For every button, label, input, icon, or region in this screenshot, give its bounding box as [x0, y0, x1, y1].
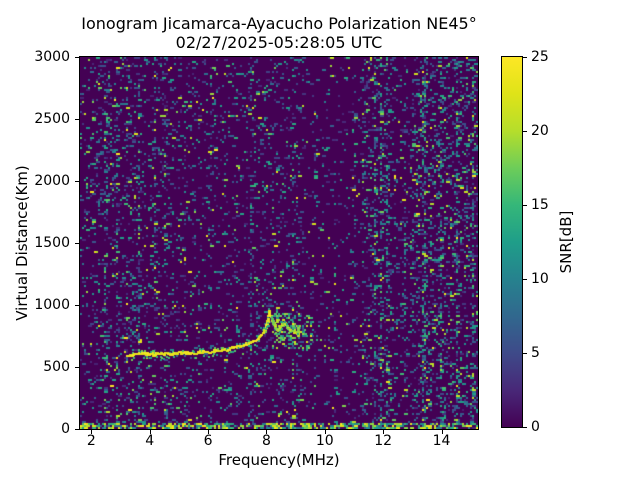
x-tick-label: 4: [145, 433, 155, 449]
colorbar-tick-label: 10: [531, 271, 549, 287]
colorbar-tick-mark: [523, 427, 527, 428]
x-tick-label: 6: [203, 433, 213, 449]
colorbar-tick-label: 5: [531, 345, 540, 361]
colorbar-tick-label: 15: [531, 197, 549, 213]
colorbar-tick-mark: [523, 57, 527, 58]
y-tick-label: 0: [61, 421, 70, 437]
x-tick-mark: [266, 430, 268, 434]
y-tick-label: 500: [43, 359, 70, 375]
x-axis-label: Frequency(MHz): [218, 451, 340, 469]
y-tick-mark: [75, 57, 79, 58]
x-tick-label: 8: [261, 433, 271, 449]
colorbar-tick-mark: [523, 353, 527, 354]
x-tick-mark: [324, 430, 326, 434]
y-tick-mark: [75, 429, 79, 430]
y-tick-label: 2500: [34, 111, 70, 127]
y-tick-label: 1500: [34, 235, 70, 251]
y-tick-label: 3000: [34, 49, 70, 65]
colorbar-tick-label: 20: [531, 123, 549, 139]
x-tick-label: 2: [86, 433, 96, 449]
colorbar-tick-label: 25: [531, 49, 549, 65]
y-tick-label: 2000: [34, 173, 70, 189]
y-tick-label: 1000: [34, 297, 70, 313]
x-tick-mark: [91, 430, 93, 434]
y-tick-mark: [75, 305, 79, 306]
x-tick-mark: [208, 430, 210, 434]
colorbar-tick-mark: [523, 131, 527, 132]
x-tick-mark: [383, 430, 385, 434]
y-tick-mark: [75, 367, 79, 368]
x-tick-label: 10: [315, 433, 334, 449]
colorbar-tick-mark: [523, 205, 527, 206]
y-tick-mark: [75, 181, 79, 182]
plot-area: [79, 56, 479, 430]
y-tick-mark: [75, 119, 79, 120]
x-tick-mark: [149, 430, 151, 434]
chart-title: Ionogram Jicamarca-Ayacucho Polarization…: [81, 14, 477, 33]
chart-title-block: Ionogram Jicamarca-Ayacucho Polarization…: [79, 14, 479, 52]
x-tick-mark: [441, 430, 443, 434]
chart-subtitle: 02/27/2025-05:28:05 UTC: [175, 33, 383, 52]
ionogram-heatmap-canvas: [80, 57, 478, 429]
x-tick-label: 14: [432, 433, 451, 449]
x-tick-label: 12: [374, 433, 393, 449]
colorbar-tick-mark: [523, 279, 527, 280]
colorbar-tick-label: 0: [531, 419, 540, 435]
colorbar: [501, 56, 523, 428]
y-tick-mark: [75, 243, 79, 244]
colorbar-label: SNR[dB]: [557, 210, 575, 274]
colorbar-gradient: [502, 57, 522, 427]
